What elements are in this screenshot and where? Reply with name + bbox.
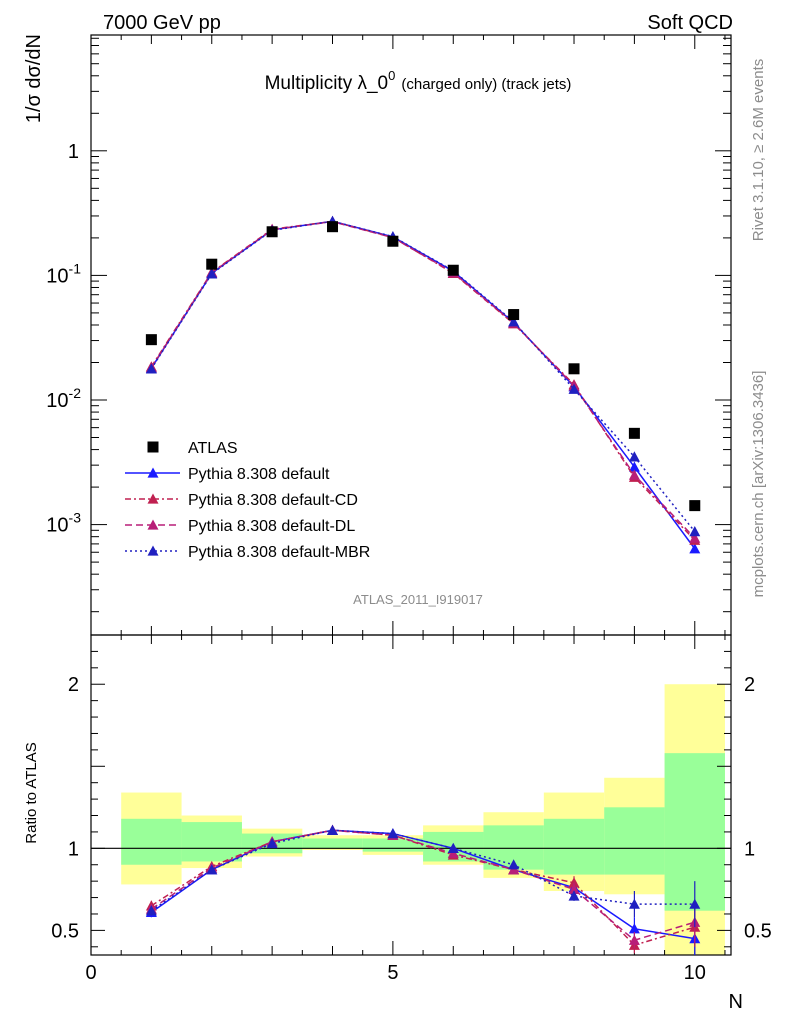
category-label: Soft QCD <box>647 12 733 34</box>
atlas-data-point <box>266 226 278 238</box>
series-line-ratio-3 <box>150 829 695 912</box>
energy-label: 7000 GeV pp <box>103 12 221 34</box>
title-main: Multiplicity λ_0 <box>265 73 389 94</box>
series-marker-ratio <box>387 828 399 839</box>
series-marker-ratio <box>327 824 339 835</box>
series-marker-main <box>689 526 701 537</box>
series-marker-main <box>689 532 701 543</box>
main-plot-frame <box>90 34 732 636</box>
series-marker-ratio <box>508 859 520 870</box>
axis-ticks <box>90 35 731 955</box>
y-tick-label-ratio-right: 1 <box>744 838 755 860</box>
atlas-data-point <box>628 427 640 439</box>
series-marker-main <box>568 383 580 394</box>
atlas-data-point <box>568 363 580 375</box>
series-marker-main <box>145 363 157 374</box>
atlas-data-point <box>145 334 157 346</box>
series-marker-ratio <box>266 837 278 849</box>
legend-label-atlas: ATLAS <box>188 440 238 457</box>
series-marker-ratio <box>628 898 640 909</box>
axis-tick-labels: 0 5 10 0.5 0.5 1 1 2 2 1 10-1 10-2 10-3 <box>46 141 772 984</box>
legend-marker-0 <box>147 467 159 478</box>
analysis-id: ATLAS_2011_I919017 <box>353 592 483 607</box>
rivet-label: Rivet 3.1.10, ≥ 2.6M events <box>750 59 767 242</box>
series-marker-ratio <box>206 864 218 875</box>
series-marker-main <box>628 461 640 472</box>
legend-marker-atlas <box>147 441 159 453</box>
series-marker-ratio <box>145 905 157 916</box>
xlabel: N <box>729 991 743 1013</box>
legend-label-1: Pythia 8.308 default-CD <box>188 492 358 509</box>
series-line-main-2 <box>150 220 696 539</box>
x-tick-label: 5 <box>387 962 398 984</box>
series-layer <box>145 215 701 955</box>
ylabel-main: 1/σ dσ/dN <box>23 34 45 123</box>
series-marker-ratio <box>689 898 701 909</box>
y-tick-label-ratio: 0.5 <box>51 920 79 942</box>
legend-label-0: Pythia 8.308 default <box>188 466 330 483</box>
band-inner-9 <box>604 807 665 875</box>
site-label: mcplots.cern.ch [arXiv:1306.3436] <box>750 371 767 598</box>
y-tick-label-ratio-right: 2 <box>744 674 755 696</box>
atlas-data-point <box>327 221 339 233</box>
y-tick-label-main: 10-3 <box>46 510 81 537</box>
series-marker-main <box>628 451 640 462</box>
title-suffix: (charged only) (track jets) <box>401 76 571 93</box>
series-line-ratio-0 <box>150 829 695 940</box>
legend-marker-3 <box>147 545 159 556</box>
y-tick-label-ratio: 1 <box>68 838 79 860</box>
ratio-plot-frame <box>90 634 732 956</box>
series-marker-main <box>628 469 640 480</box>
band-inner-8 <box>543 818 605 875</box>
legend: ATLAS Pythia 8.308 default Pythia 8.308 de… <box>125 440 370 561</box>
x-tick-label: 10 <box>684 962 706 984</box>
band-inner-5 <box>362 838 424 852</box>
atlas-data-point <box>447 264 459 276</box>
y-tick-label-main: 1 <box>68 141 79 163</box>
series-marker-ratio <box>568 877 580 888</box>
series-marker-ratio <box>628 934 640 945</box>
x-tick-label: 0 <box>85 962 96 984</box>
y-tick-label-ratio: 2 <box>68 674 79 696</box>
series-marker-ratio <box>568 890 580 901</box>
series-line-main-3 <box>150 220 696 532</box>
atlas-data-point <box>508 309 520 321</box>
atlas-data-point <box>387 235 399 247</box>
legend-marker-1 <box>147 493 159 504</box>
series-marker-main <box>206 268 218 279</box>
chart-title: Multiplicity λ_00 (charged only) (track j… <box>265 68 572 94</box>
series-marker-ratio <box>568 883 580 895</box>
series-marker-main <box>508 316 520 327</box>
atlas-data-point <box>206 258 218 270</box>
series-marker-ratio <box>628 923 640 934</box>
legend-label-3: Pythia 8.308 default-MBR <box>188 544 370 561</box>
series-marker-ratio <box>447 842 459 854</box>
y-tick-label-main: 10-2 <box>46 385 81 412</box>
ylabel-ratio: Ratio to ATLAS <box>23 742 40 843</box>
band-inner-1 <box>121 818 182 865</box>
legend-marker-2 <box>147 519 159 530</box>
atlas-data-layer <box>145 221 701 512</box>
band-inner-2 <box>181 822 242 862</box>
series-line-ratio-2 <box>150 829 695 942</box>
atlas-data-point <box>689 500 701 512</box>
y-tick-label-main: 10-1 <box>46 260 81 287</box>
series-marker-main <box>689 543 701 554</box>
legend-label-2: Pythia 8.308 default-DL <box>188 518 355 535</box>
band-inner-4 <box>302 838 363 849</box>
title-superscript: 0 <box>388 68 395 83</box>
y-tick-label-ratio-right: 0.5 <box>744 920 772 942</box>
